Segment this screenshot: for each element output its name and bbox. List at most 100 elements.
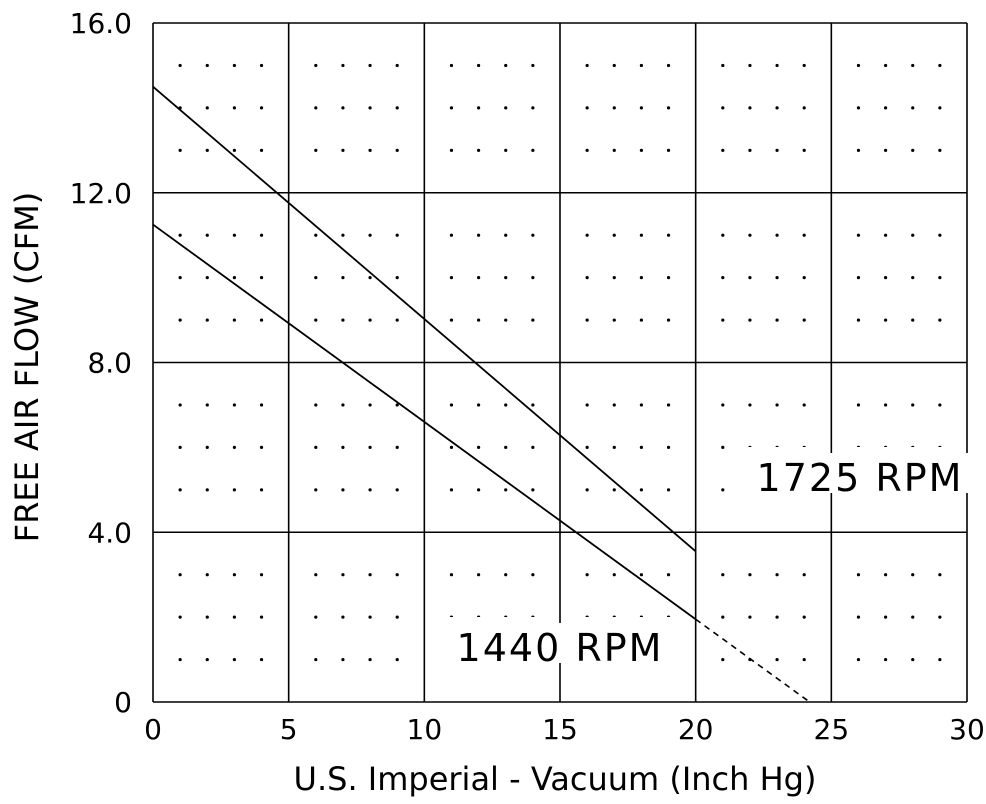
grid-dot [612,148,616,152]
grid-dot [395,63,399,68]
grid-dot [178,318,182,322]
grid-dot [911,63,915,68]
grid-dot [938,573,942,577]
grid-dot [504,63,508,68]
grid-dot [938,233,942,237]
grid-dot [721,445,725,449]
grid-dot [938,276,942,280]
grid-dot [884,403,888,407]
grid-dot [856,573,861,577]
grid-dot [259,573,264,577]
grid-dot [721,148,725,152]
grid-dot [504,445,508,449]
grid-dot [721,657,725,662]
grid-dot [666,488,671,492]
grid-dot [395,657,399,662]
grid-dot [205,148,209,152]
x-axis-label: U.S. Imperial - Vacuum (Inch Hg) [294,760,817,798]
grid-dot [531,573,535,577]
grid-dot [368,573,372,577]
grid-dot [504,573,508,577]
grid-dot [666,573,671,577]
grid-dot [341,63,345,68]
grid-dot [314,148,318,152]
grid-dot [612,276,616,280]
grid-dot [585,148,589,152]
grid-dot [775,403,779,407]
grid-dot [748,233,752,237]
grid-dot [232,445,236,449]
grid-dot [259,106,264,110]
grid-dot [178,233,182,237]
grid-dot [639,488,644,492]
grid-dot [395,148,399,152]
y-tick-label: 4.0 [87,516,132,549]
grid-dot [259,63,264,68]
grid-dot [368,488,372,492]
grid-dot [775,615,779,619]
grid-dot [802,657,806,662]
grid-dot [884,657,888,662]
grid-dot [314,63,318,68]
grid-dot [911,106,915,110]
grid-dot [504,233,508,237]
grid-dot [612,233,616,237]
grid-dot [395,276,399,280]
grid-dot [721,106,725,110]
grid-dot [639,403,644,407]
grid-dot [911,657,915,662]
grid-dot [884,233,888,237]
series-line-extension-1 [695,618,811,703]
grid-dot [368,657,372,662]
grid-dot [395,403,399,407]
grid-dot [802,106,806,110]
grid-dot [368,615,372,619]
grid-dot [395,445,399,449]
grid-dot [856,615,861,619]
grid-dot [504,318,508,322]
grid-dot [259,488,264,492]
grid-dot [449,276,454,280]
grid-dot [585,106,589,110]
grid-dot [205,276,209,280]
grid-dot [585,573,589,577]
label-mask [746,453,974,493]
grid-dot [205,445,209,449]
grid-dot [612,106,616,110]
grid-dot [259,318,264,322]
grid-dot [314,573,318,577]
series-label-1440-rpm: 1440 RPM [457,626,664,670]
grid-dot [856,148,861,152]
grid-dot [721,573,725,577]
grid-dot [395,488,399,492]
grid-dot [477,233,481,237]
grid-dot [585,403,589,407]
grid-dot [612,573,616,577]
grid-dot [666,106,671,110]
grid-dot [341,488,345,492]
grid-dot [368,445,372,449]
grid-dot [911,276,915,280]
grid-dot [341,657,345,662]
grid-dot [178,488,182,492]
grid-dot [856,403,861,407]
grid-dot [938,63,942,68]
grid-dot [178,63,182,68]
grid-dot [259,445,264,449]
grid-dot [205,106,209,110]
y-tick-label: 16.0 [70,7,132,40]
x-tick-label: 10 [407,713,443,746]
grid-dot [368,63,372,68]
grid-dot [748,615,752,619]
grid-dot [449,445,454,449]
grid-dot [449,318,454,322]
grid-dot [232,276,236,280]
grid-dot [666,318,671,322]
grid-dot [178,657,182,662]
grid-dot [504,403,508,407]
grid-dot [612,63,616,68]
grid-dot [395,318,399,322]
grid-dot [232,573,236,577]
grid-dot [449,106,454,110]
